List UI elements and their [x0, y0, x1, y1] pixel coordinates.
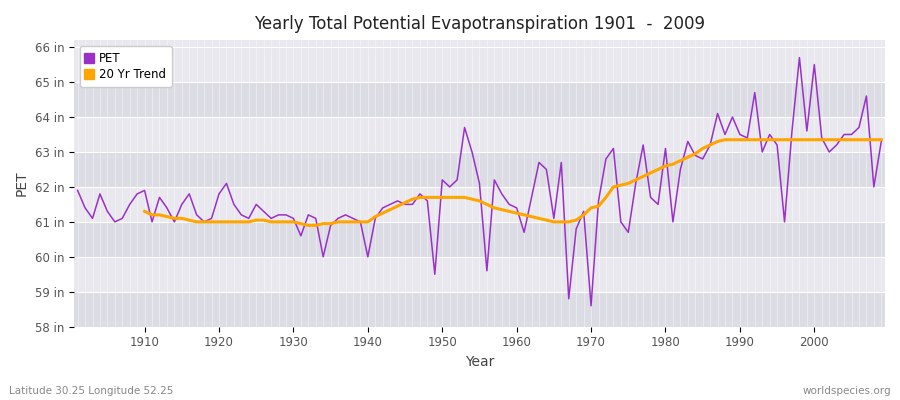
Legend: PET, 20 Yr Trend: PET, 20 Yr Trend: [80, 46, 172, 87]
Bar: [74, 82, 885, 117]
X-axis label: Year: Year: [464, 355, 494, 369]
Bar: [74, 222, 885, 257]
Text: worldspecies.org: worldspecies.org: [803, 386, 891, 396]
Text: Latitude 30.25 Longitude 52.25: Latitude 30.25 Longitude 52.25: [9, 386, 174, 396]
Bar: [74, 152, 885, 187]
Y-axis label: PET: PET: [15, 171, 29, 196]
Bar: [74, 257, 885, 292]
Bar: [74, 117, 885, 152]
Bar: [74, 47, 885, 82]
Bar: [74, 292, 885, 327]
Title: Yearly Total Potential Evapotranspiration 1901  -  2009: Yearly Total Potential Evapotranspiratio…: [254, 15, 705, 33]
Bar: [74, 187, 885, 222]
